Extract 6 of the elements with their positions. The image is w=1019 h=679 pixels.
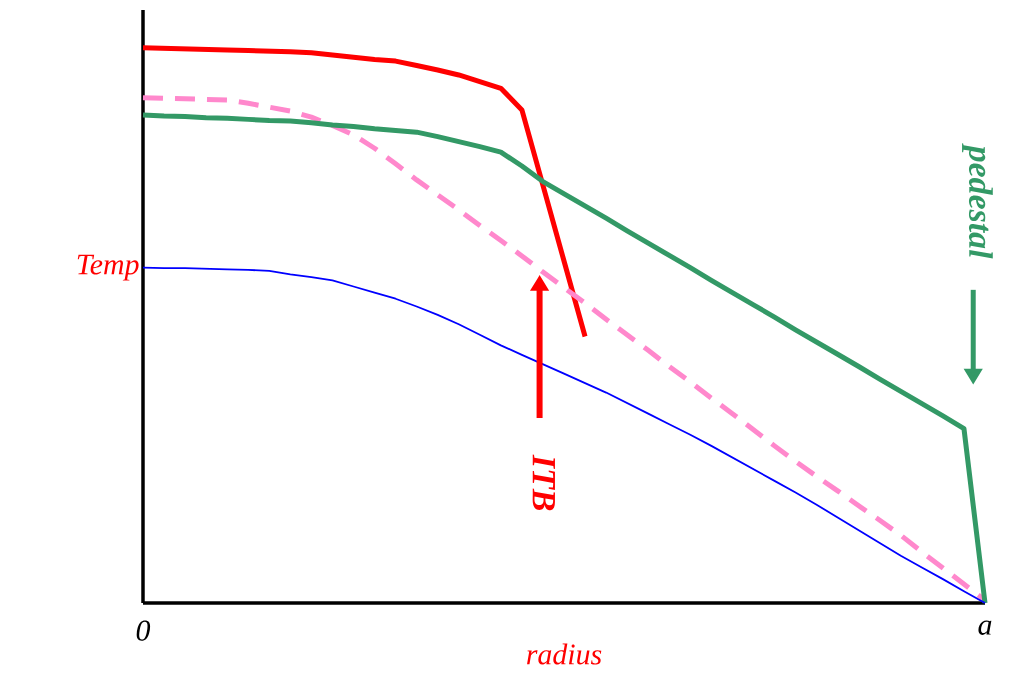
y-axis-title: Temp — [77, 254, 139, 281]
x-tick-label: a — [978, 620, 992, 635]
annotation: pedestal — [962, 143, 993, 259]
x-axis-title: radius — [527, 643, 602, 665]
x-tick-label: 0 — [136, 620, 151, 641]
annotation: ITB — [532, 454, 555, 511]
